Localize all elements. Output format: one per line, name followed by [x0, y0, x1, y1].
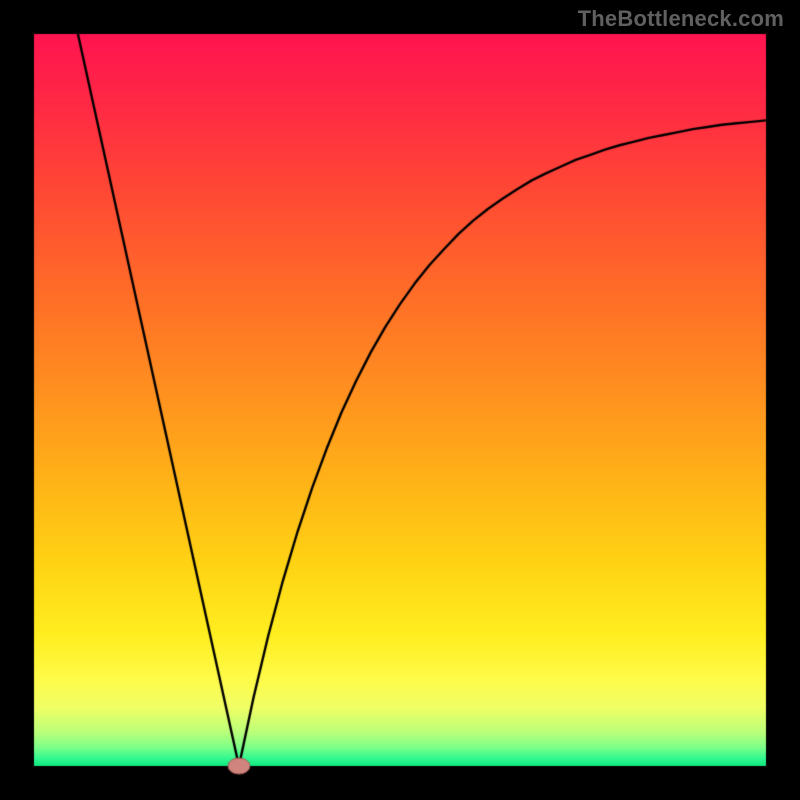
chart-container: TheBottleneck.com [0, 0, 800, 800]
bottleneck-chart [0, 0, 800, 800]
watermark-text: TheBottleneck.com [578, 6, 784, 32]
